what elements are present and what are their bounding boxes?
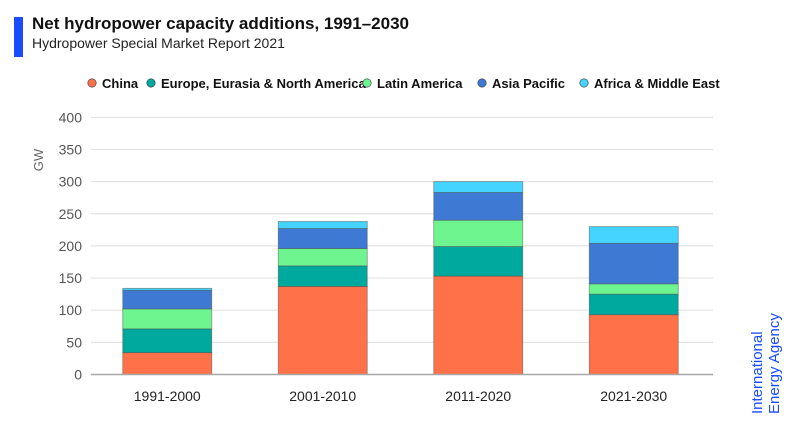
y-tick-label: 100 bbox=[59, 302, 83, 318]
x-tick-label: 2011-2020 bbox=[445, 388, 511, 404]
y-tick-label: 250 bbox=[59, 206, 83, 222]
x-tick-label: 2021-2030 bbox=[600, 388, 667, 404]
bar-segment bbox=[588, 226, 679, 244]
bar-segment bbox=[433, 246, 524, 277]
chart-subtitle: Hydropower Special Market Report 2021 bbox=[32, 35, 285, 51]
bar-stack bbox=[277, 221, 368, 375]
legend-label: Europe, Eurasia & North America bbox=[161, 76, 366, 91]
bar-segment bbox=[277, 221, 368, 229]
x-tick-label: 2001-2010 bbox=[289, 388, 356, 404]
y-tick-label: 400 bbox=[59, 109, 83, 125]
legend-item: Africa & Middle East bbox=[579, 76, 720, 91]
bar-segment bbox=[122, 308, 213, 330]
iea-logo-line1: International bbox=[749, 331, 766, 414]
legend-marker bbox=[87, 78, 97, 88]
title-accent-bar bbox=[14, 17, 23, 57]
bar-segment bbox=[433, 275, 524, 375]
iea-logo-line2: Energy Agency bbox=[766, 313, 783, 414]
bar-segment bbox=[588, 293, 679, 316]
bar-segment bbox=[433, 181, 524, 193]
legend-item: China bbox=[87, 76, 139, 91]
legend-label: Africa & Middle East bbox=[594, 76, 720, 91]
y-axis-title: GW bbox=[31, 148, 46, 171]
bar-segment bbox=[588, 283, 679, 295]
bar-segment bbox=[277, 286, 368, 375]
bar-segment bbox=[122, 289, 213, 310]
bar-stack bbox=[122, 287, 213, 375]
bar-segment bbox=[277, 228, 368, 249]
bar-stack bbox=[588, 226, 679, 375]
bar-segment bbox=[433, 192, 524, 221]
bar-segment bbox=[588, 242, 679, 285]
legend-item: Asia Pacific bbox=[477, 76, 565, 91]
bar-segment bbox=[122, 328, 213, 354]
legend-label: Latin America bbox=[377, 76, 463, 91]
x-axis-ticks: 1991-2000 2001-2010 2011-2020 2021-2030 bbox=[134, 388, 668, 404]
bar-segment bbox=[277, 248, 368, 267]
y-tick-label: 0 bbox=[74, 367, 82, 383]
x-tick-label: 1991-2000 bbox=[134, 388, 201, 404]
chart-title: Net hydropower capacity additions, 1991–… bbox=[32, 14, 409, 33]
y-tick-label: 300 bbox=[59, 174, 83, 190]
bar-segment bbox=[433, 219, 524, 247]
y-tick-label: 50 bbox=[66, 334, 82, 350]
y-tick-label: 200 bbox=[59, 238, 83, 254]
bar-segment bbox=[588, 314, 679, 375]
legend-label: Asia Pacific bbox=[492, 76, 565, 91]
legend-marker bbox=[477, 78, 487, 88]
legend-marker bbox=[579, 78, 589, 88]
iea-logo: International Energy Agency bbox=[749, 313, 783, 414]
y-axis-ticks: 0 50 100 150 200 250 300 350 400 bbox=[59, 109, 83, 382]
legend-item: Europe, Eurasia & North America bbox=[146, 76, 366, 91]
bar-segment bbox=[122, 352, 213, 375]
y-tick-label: 150 bbox=[59, 270, 83, 286]
legend-item: Latin America bbox=[362, 76, 463, 91]
legend-marker bbox=[362, 78, 372, 88]
legend: China Europe, Eurasia & North America Lati… bbox=[87, 76, 720, 91]
legend-marker bbox=[146, 78, 156, 88]
bar-segment bbox=[277, 265, 368, 287]
bar-stack bbox=[433, 181, 524, 375]
legend-label: China bbox=[102, 76, 139, 91]
bar-segment bbox=[122, 287, 213, 291]
bars bbox=[122, 181, 679, 375]
y-tick-label: 350 bbox=[59, 141, 83, 157]
